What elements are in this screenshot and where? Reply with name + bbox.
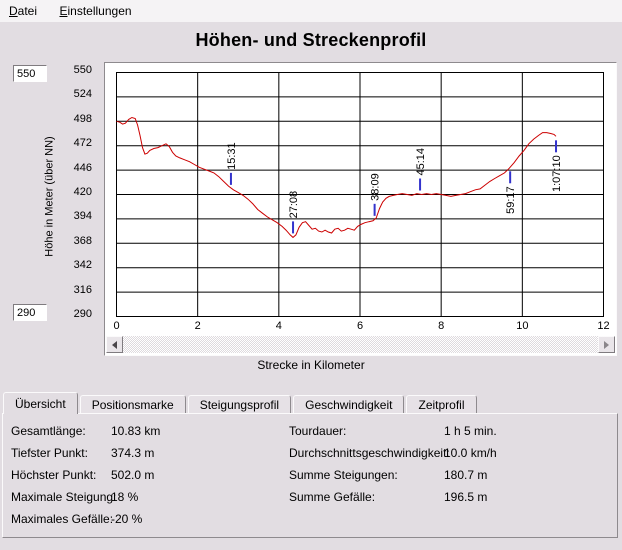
info-label: Tourdauer: xyxy=(289,424,347,438)
y-tick-label: 550 xyxy=(73,64,92,76)
info-row: Gesamtlänge: 10.83 km Tourdauer: 1 h 5 m… xyxy=(3,424,617,439)
scrollbar-track[interactable] xyxy=(106,336,615,353)
tab-uebersicht[interactable]: Übersicht xyxy=(3,392,78,414)
y-tick-label: 394 xyxy=(73,210,92,223)
info-row: Höchster Punkt: 502.0 m Summe Steigungen… xyxy=(3,468,617,483)
info-label: Maximale Steigung: xyxy=(11,490,117,504)
scroll-right-button[interactable] xyxy=(598,336,615,353)
time-marker-label: 27:08 xyxy=(288,191,300,219)
menu-einstellungen-label: instellungen xyxy=(67,4,132,18)
y-tick-label: 524 xyxy=(73,88,92,101)
y-tick-label: 472 xyxy=(73,137,92,150)
x-tick-label: 2 xyxy=(194,320,201,332)
info-value: 18 % xyxy=(111,490,139,504)
scroll-left-button[interactable] xyxy=(106,336,123,353)
menu-datei[interactable]: Datei xyxy=(0,0,46,21)
menu-einstellungen-accel: E xyxy=(59,4,68,18)
time-marker-label: 15:31 xyxy=(226,142,238,170)
info-label: Maximales Gefälle: xyxy=(11,512,114,526)
y-tick-label: 498 xyxy=(73,112,92,125)
y-tick-label: 368 xyxy=(73,234,92,247)
info-label: Durchschnittsgeschwindigkeit: xyxy=(289,446,450,460)
y-axis-min-input[interactable] xyxy=(13,304,47,321)
info-value: 502.0 m xyxy=(111,468,155,482)
x-tick-label: 8 xyxy=(438,320,445,332)
info-value: 180.7 m xyxy=(444,468,488,482)
info-label: Gesamtlänge: xyxy=(11,424,86,438)
menu-einstellungen[interactable]: Einstellungen xyxy=(50,0,140,21)
tab-bar: Übersicht Positionsmarke Steigungsprofil… xyxy=(3,391,479,414)
info-value: -20 % xyxy=(111,512,143,526)
menu-datei-accel: D xyxy=(9,4,18,18)
x-tick-label: 6 xyxy=(356,320,364,332)
info-label: Summe Steigungen: xyxy=(289,468,398,482)
info-label: Tiefster Punkt: xyxy=(11,446,88,460)
elevation-line xyxy=(116,116,557,239)
tab-steigungsprofil[interactable]: Steigungsprofil xyxy=(187,395,292,413)
time-marker-label: 38:09 xyxy=(370,173,382,201)
tab-zeitprofil[interactable]: Zeitprofil xyxy=(406,395,477,413)
info-value: 374.3 m xyxy=(111,446,155,460)
plot-border xyxy=(116,72,604,317)
info-value: 1 h 5 min. xyxy=(444,424,497,438)
tab-positionsmarke[interactable]: Positionsmarke xyxy=(79,395,186,413)
page-title: Höhen- und Streckenprofil xyxy=(195,30,427,50)
x-tick-label: 12 xyxy=(597,320,610,332)
x-tick-label: 4 xyxy=(275,320,282,332)
y-tick-label: 420 xyxy=(73,186,92,198)
horizontal-scrollbar[interactable] xyxy=(106,336,615,353)
x-axis-title: Strecke in Kilometer xyxy=(257,358,365,372)
info-value: 10.0 km/h xyxy=(444,446,497,460)
tab-geschwindigkeit[interactable]: Geschwindigkeit xyxy=(293,395,405,413)
info-row: Maximale Steigung: 18 % Summe Gefälle: 1… xyxy=(3,490,617,505)
menu-datei-label: atei xyxy=(17,4,38,18)
time-marker-label: 45:14 xyxy=(415,148,427,176)
info-value: 196.5 m xyxy=(444,490,488,504)
scroll-left-arrow-icon xyxy=(112,340,117,349)
info-label: Summe Gefälle: xyxy=(289,490,376,504)
chart-canvas: 15:31 27:08 38:09 45:14 59:17 1:07:10 0 2 4 6 8 10… xyxy=(104,62,617,356)
time-marker-label: 59:17 xyxy=(505,186,517,214)
overview-panel: Gesamtlänge: 10.83 km Tourdauer: 1 h 5 m… xyxy=(2,413,618,538)
info-label: Höchster Punkt: xyxy=(11,468,97,482)
y-tick-label: 446 xyxy=(73,161,92,174)
info-row: Tiefster Punkt: 374.3 m Durchschnittsges… xyxy=(3,446,617,461)
y-tick-label: 316 xyxy=(73,283,92,296)
y-tick-label: 342 xyxy=(73,259,92,272)
scroll-right-arrow-icon xyxy=(604,340,609,349)
x-tick-label: 0 xyxy=(113,320,120,332)
info-value: 10.83 km xyxy=(111,424,161,438)
menu-bar: Datei Einstellungen xyxy=(0,0,622,22)
time-marker-label: 1:07:10 xyxy=(551,155,563,192)
y-axis-max-input[interactable] xyxy=(13,65,47,82)
info-row: Maximales Gefälle: -20 % xyxy=(3,512,617,527)
y-axis-title: Höhe in Meter (über NN) xyxy=(43,136,56,257)
elevation-chart[interactable]: 15:31 27:08 38:09 45:14 59:17 1:07:10 xyxy=(116,72,605,318)
x-tick-label: 10 xyxy=(516,320,529,332)
y-tick-label: 290 xyxy=(73,308,92,320)
